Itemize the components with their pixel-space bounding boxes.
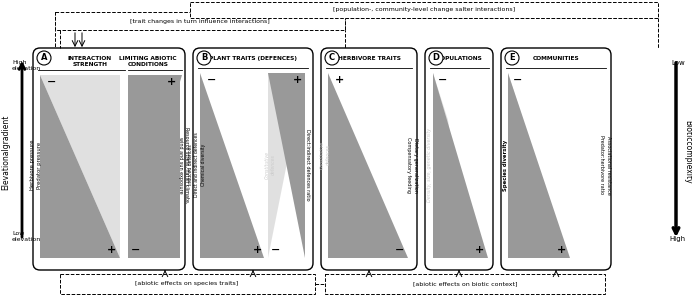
Text: E: E <box>509 54 515 63</box>
Text: +: + <box>107 245 117 255</box>
Polygon shape <box>328 73 408 258</box>
Text: −: − <box>513 75 522 85</box>
Polygon shape <box>433 73 453 258</box>
Text: COMMUNITIES: COMMUNITIES <box>533 56 579 61</box>
Text: POPULATIONS: POPULATIONS <box>436 56 482 61</box>
Text: CONDITIONS: CONDITIONS <box>127 62 168 67</box>
Text: B: B <box>201 54 207 63</box>
Text: HERBIVORE TRAITS: HERBIVORE TRAITS <box>338 56 401 61</box>
Polygon shape <box>268 73 305 258</box>
Circle shape <box>325 51 339 65</box>
Circle shape <box>37 51 51 65</box>
Circle shape <box>197 51 211 65</box>
Text: Low
elevation: Low elevation <box>12 231 42 242</box>
Polygon shape <box>128 75 180 258</box>
Text: [trait changes in turn influence interactions]: [trait changes in turn influence interac… <box>130 19 270 23</box>
Text: Low: Low <box>671 60 685 66</box>
Text: Direct:indirect defences ratio: Direct:indirect defences ratio <box>305 129 311 201</box>
Polygon shape <box>508 73 528 258</box>
Polygon shape <box>433 73 488 258</box>
Polygon shape <box>200 73 264 258</box>
Text: C: C <box>329 54 335 63</box>
Text: +: + <box>293 75 302 85</box>
Bar <box>325 274 605 294</box>
Text: −: − <box>208 75 217 85</box>
Text: +: + <box>336 75 345 85</box>
Bar <box>60 274 315 294</box>
Text: Density, size, genetic diversity: Density, size, genetic diversity <box>428 128 432 202</box>
Text: Species diversity: Species diversity <box>502 140 507 191</box>
Text: Bioticcomplexity: Bioticcomplexity <box>684 120 692 184</box>
Polygon shape <box>40 75 120 258</box>
Text: INTERACTION: INTERACTION <box>68 56 112 61</box>
Text: −: − <box>131 245 140 255</box>
Text: [abiotic effects on biotic context]: [abiotic effects on biotic context] <box>412 282 517 286</box>
FancyBboxPatch shape <box>501 48 611 270</box>
Text: Resource stress, harsh climate,
wind and sun exposure: Resource stress, harsh climate, wind and… <box>179 127 190 203</box>
Text: +: + <box>253 245 262 255</box>
Polygon shape <box>128 75 180 258</box>
Text: [population-, community-level change salter interactions]: [population-, community-level change sal… <box>333 8 515 12</box>
Text: −: − <box>395 245 405 255</box>
Text: Constitutive
defences: Constitutive defences <box>320 141 331 169</box>
Text: Herbivore pressure
Predator pressure: Herbivore pressure Predator pressure <box>30 140 42 190</box>
FancyBboxPatch shape <box>321 48 417 270</box>
Text: A: A <box>41 54 47 63</box>
Polygon shape <box>128 75 152 258</box>
FancyBboxPatch shape <box>425 48 493 270</box>
Bar <box>55 12 345 30</box>
FancyBboxPatch shape <box>33 48 185 270</box>
Text: +: + <box>557 245 567 255</box>
Text: [abiotic effects on species traits]: [abiotic effects on species traits] <box>136 282 239 286</box>
Text: −: − <box>271 245 281 255</box>
Text: −: − <box>438 75 448 85</box>
Polygon shape <box>508 73 570 258</box>
Text: STRENGTH: STRENGTH <box>73 62 107 67</box>
Polygon shape <box>40 75 120 258</box>
Text: Dietary generalization
Compensatory feeding: Dietary generalization Compensatory feed… <box>406 137 417 193</box>
Text: +: + <box>475 245 484 255</box>
Text: −: − <box>47 77 57 87</box>
Text: Induced defences
Direct and indirect defences
Chemical diversity: Induced defences Direct and indirect def… <box>188 133 206 197</box>
Circle shape <box>429 51 443 65</box>
FancyBboxPatch shape <box>193 48 313 270</box>
Text: Associational resistance
Predator:herbivore ratio: Associational resistance Predator:herbiv… <box>599 136 610 195</box>
Text: High: High <box>669 236 685 242</box>
Polygon shape <box>128 75 182 258</box>
Text: D: D <box>432 54 439 63</box>
Text: Elevationalgradient: Elevationalgradient <box>1 114 10 190</box>
Bar <box>190 2 658 18</box>
Text: LIMITING ABIOTIC: LIMITING ABIOTIC <box>119 56 177 61</box>
Text: PLANT TRAITS (DEFENCES): PLANT TRAITS (DEFENCES) <box>209 56 297 61</box>
Circle shape <box>505 51 519 65</box>
Text: +: + <box>167 77 176 87</box>
Text: High
elevation: High elevation <box>12 60 42 71</box>
Text: Constitutive
defences: Constitutive defences <box>264 151 275 179</box>
Polygon shape <box>268 73 305 258</box>
